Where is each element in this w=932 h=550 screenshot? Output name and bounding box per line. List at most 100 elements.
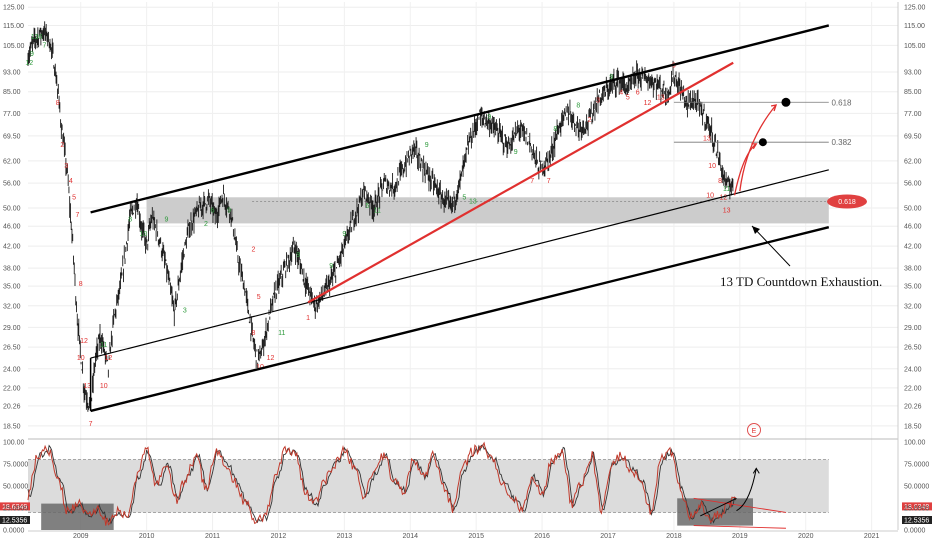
fib-badge-label: 0.618: [838, 199, 856, 206]
osc-y-tick-right: 0.0000: [904, 528, 926, 535]
td-count-label: 7: [43, 42, 47, 49]
td-count-label: 2: [588, 117, 592, 124]
td-count-label: 12: [80, 338, 88, 345]
td-count-label: 13: [657, 95, 665, 102]
y-tick-left: 56.00: [3, 181, 21, 188]
osc-y-tick-left: 25.0000: [3, 506, 28, 513]
osc-badge-2r: 12.5356: [904, 518, 929, 525]
td-count-label: 2: [60, 142, 64, 149]
fib-badge: [827, 194, 867, 209]
oscillator-panel: 18.6349 12.5356 18.6349 12.5356: [0, 441, 932, 530]
y-tick-left: 105.00: [3, 43, 25, 50]
osc-badge-2r-bg: [902, 516, 932, 524]
x-tick-year: 2013: [337, 533, 353, 540]
y-tick-right: 22.00: [904, 385, 922, 392]
td-count-label: 10: [706, 192, 714, 199]
td-count-label: 13: [703, 136, 711, 143]
y-tick-left: 85.00: [3, 89, 21, 96]
osc-y-tick-right: 25.0000: [904, 506, 929, 513]
td-count-label: 9: [329, 263, 333, 270]
y-tick-left: 20.26: [3, 403, 21, 410]
td-count-label: 10: [100, 383, 108, 390]
channel-mid-line: [90, 169, 829, 359]
y-tick-left: 77.00: [3, 111, 21, 118]
td-count-label: 5: [626, 95, 630, 102]
td-count-label: 9: [30, 51, 34, 58]
oscillator-dark-zone-left: [41, 503, 114, 530]
td-count-label: 13: [469, 199, 477, 206]
y-tick-left: 125.00: [3, 5, 25, 12]
y-tick-left: 46.00: [3, 224, 21, 231]
y-tick-right: 125.00: [904, 5, 926, 12]
td-count-label: 136: [31, 34, 43, 41]
osc-badge-2: 12.5356: [2, 518, 27, 525]
td-count-label: 13: [83, 383, 91, 390]
td-count-label: 9: [342, 231, 346, 238]
y-tick-left: 29.00: [3, 325, 21, 332]
oscillator-wedge-lower: [693, 525, 786, 529]
td-count-label: 8: [718, 178, 722, 185]
td-count-label: 8: [79, 281, 83, 288]
td-count-label: 4: [69, 178, 73, 185]
td-count-label: 9: [609, 74, 613, 81]
oscillator-up-arrow: [736, 468, 757, 512]
oscillator-signal-line: [27, 444, 737, 525]
td-count-label: 5: [257, 294, 261, 301]
y-tick-left: 22.00: [3, 385, 21, 392]
event-marker-letter: E: [752, 428, 757, 435]
td-count-label: 3: [183, 308, 187, 315]
td-count-label: 12: [25, 60, 33, 67]
x-tick-year: 2009: [73, 533, 89, 540]
td-count-label: 5: [462, 194, 466, 201]
oscillator-up-arrowhead: [752, 467, 760, 474]
x-tick-year: 2018: [666, 533, 682, 540]
y-tick-right: 77.00: [904, 111, 922, 118]
td-count-label: 10: [139, 231, 147, 238]
target-dot-upper: [781, 97, 791, 107]
osc-y-tick-left: 50.0000: [3, 484, 28, 491]
y-tick-right: 56.00: [904, 181, 922, 188]
td-count-label: 2: [204, 221, 208, 228]
osc-badge-1: 18.6349: [2, 504, 27, 511]
td-count-label: 9: [514, 149, 518, 156]
td-count-label: 10: [708, 163, 716, 170]
td-count-label: 1: [306, 315, 310, 322]
y-tick-right: 115.00: [904, 23, 925, 30]
td-count-label: 9: [425, 142, 429, 149]
y-tick-right: 26.50: [904, 345, 922, 352]
td-count-label: 11: [278, 330, 285, 337]
y-tick-left: 26.50: [3, 345, 21, 352]
osc-y-tick-right: 75.0000: [904, 462, 929, 469]
td-count-label: 7: [75, 212, 79, 219]
y-tick-left: 93.00: [3, 69, 21, 76]
x-tick-year: 2014: [402, 533, 418, 540]
td-count-label: 8: [128, 217, 132, 224]
td-count-label: 7: [530, 178, 534, 185]
td-count-label: 5: [365, 203, 369, 210]
y-tick-right: 20.26: [904, 403, 922, 410]
channel-lower-line: [90, 226, 830, 413]
y-tick-left: 69.50: [3, 133, 21, 140]
td-count-label: 12: [105, 355, 113, 362]
y-tick-right: 18.50: [904, 423, 922, 430]
td-count-label: 9: [487, 114, 491, 121]
x-tick-year: 2017: [600, 533, 616, 540]
osc-y-tick-right: 50.0000: [904, 484, 929, 491]
y-tick-left: 18.50: [3, 423, 21, 430]
td-count-label: 6: [211, 207, 215, 214]
annotations: 0.618 0.382 0.618 13 TD Countdown Exhaustio…: [673, 97, 882, 437]
x-tick-year: 2021: [864, 533, 880, 540]
td-count-label: 9: [296, 252, 300, 259]
event-marker-circle: [747, 423, 761, 437]
annotation-arrowhead: [752, 226, 760, 234]
td-count-label: 11: [374, 207, 381, 214]
red-trend-line: [307, 61, 734, 304]
td-count-label: 4: [619, 89, 623, 96]
td-count-label: 9: [227, 207, 231, 214]
y-tick-right: 35.00: [904, 284, 922, 291]
y-tick-right: 42.00: [904, 244, 922, 251]
td-count-label: 12: [644, 100, 652, 107]
